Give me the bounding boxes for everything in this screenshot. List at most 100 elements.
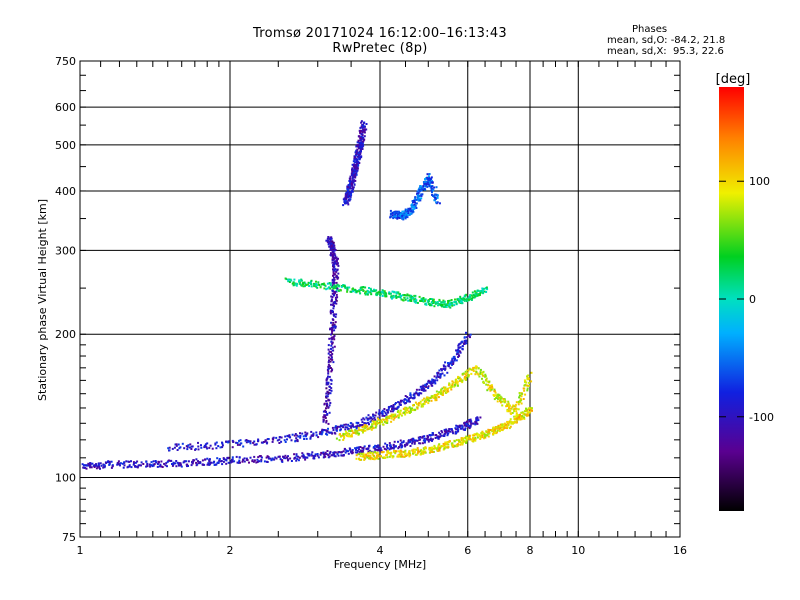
echo-point (496, 393, 499, 396)
echo-point (405, 442, 408, 445)
echo-point (327, 356, 330, 359)
echo-point (520, 411, 523, 414)
echo-point (398, 293, 401, 296)
echo-point (391, 405, 394, 408)
echo-point (355, 173, 358, 176)
x-tick-label: 1 (77, 544, 84, 557)
echo-point (435, 390, 438, 393)
echo-point (414, 204, 417, 207)
echo-point (373, 447, 376, 450)
echo-point (371, 418, 374, 421)
echo-point (408, 294, 411, 297)
echo-point (353, 183, 356, 186)
echo-point (478, 433, 481, 436)
echo-point (465, 293, 468, 296)
echo-point (302, 456, 305, 459)
echo-point (253, 440, 256, 443)
echo-point (443, 433, 446, 435)
echo-point (401, 399, 404, 402)
echo-point (361, 147, 364, 150)
echo-point (280, 440, 283, 443)
echo-point (222, 458, 225, 460)
echo-point (378, 409, 381, 412)
echo-point (323, 414, 326, 417)
echo-point (357, 161, 360, 164)
echo-point (359, 449, 362, 452)
echo-point (354, 168, 357, 171)
echo-point (352, 181, 355, 184)
echo-point (513, 410, 516, 413)
echo-point (376, 422, 379, 425)
echo-point (438, 369, 441, 372)
echo-point (95, 464, 98, 467)
echo-point (344, 287, 347, 290)
echo-point (270, 459, 273, 462)
echo-point (395, 291, 398, 294)
echo-point (525, 384, 528, 387)
echo-point (334, 325, 336, 328)
echo-point (355, 421, 358, 424)
echo-point (208, 458, 211, 461)
echo-point (431, 382, 434, 385)
echo-point (435, 434, 438, 436)
echo-point (505, 423, 508, 426)
echo-point (359, 292, 362, 295)
echo-point (483, 382, 485, 384)
echo-point (473, 290, 476, 293)
echo-point (325, 387, 328, 390)
echo-point (135, 465, 137, 468)
echo-point (347, 187, 350, 190)
echo-point (116, 463, 119, 466)
echo-point (334, 260, 337, 263)
echo-point (348, 180, 351, 182)
echo-point (335, 281, 338, 284)
echo-point (425, 386, 428, 388)
echo-point (474, 294, 477, 297)
echo-point (186, 463, 189, 466)
echo-point (355, 154, 358, 157)
echo-point (506, 427, 508, 430)
echo-point (344, 430, 347, 433)
echo-point (487, 384, 490, 387)
echo-point (470, 420, 473, 423)
echo-point (351, 425, 354, 427)
echo-point (457, 343, 460, 346)
echo-point (459, 342, 462, 345)
echo-point (322, 283, 324, 286)
echo-point (295, 453, 298, 456)
echo-point (342, 454, 345, 456)
echo-point (362, 136, 365, 139)
echo-point (501, 404, 504, 407)
echo-point (389, 410, 392, 413)
echo-point (411, 203, 413, 206)
echo-point (327, 237, 330, 240)
echo-point (392, 294, 395, 297)
echo-point (381, 418, 384, 421)
echo-point (267, 457, 270, 460)
echo-point (310, 283, 313, 286)
echo-point (333, 276, 335, 279)
echo-point (378, 455, 381, 458)
echo-point (463, 422, 466, 425)
echo-point (338, 433, 341, 436)
echo-point (315, 283, 317, 285)
echo-point (475, 291, 478, 294)
echo-point (444, 445, 447, 448)
echo-point (406, 407, 408, 410)
echo-point (393, 449, 395, 452)
echo-point (407, 407, 410, 410)
echo-point (421, 298, 424, 301)
echo-point (423, 187, 426, 190)
echo-point (451, 363, 453, 366)
echo-point (358, 147, 360, 150)
echo-point (430, 176, 433, 179)
echo-point (527, 414, 530, 417)
echo-point (518, 416, 521, 419)
echo-point (435, 399, 438, 402)
echo-point (363, 454, 366, 457)
echo-point (414, 196, 417, 199)
echo-point (366, 428, 369, 431)
echo-point (161, 466, 164, 468)
echo-point (299, 434, 302, 437)
echo-point (487, 428, 490, 431)
